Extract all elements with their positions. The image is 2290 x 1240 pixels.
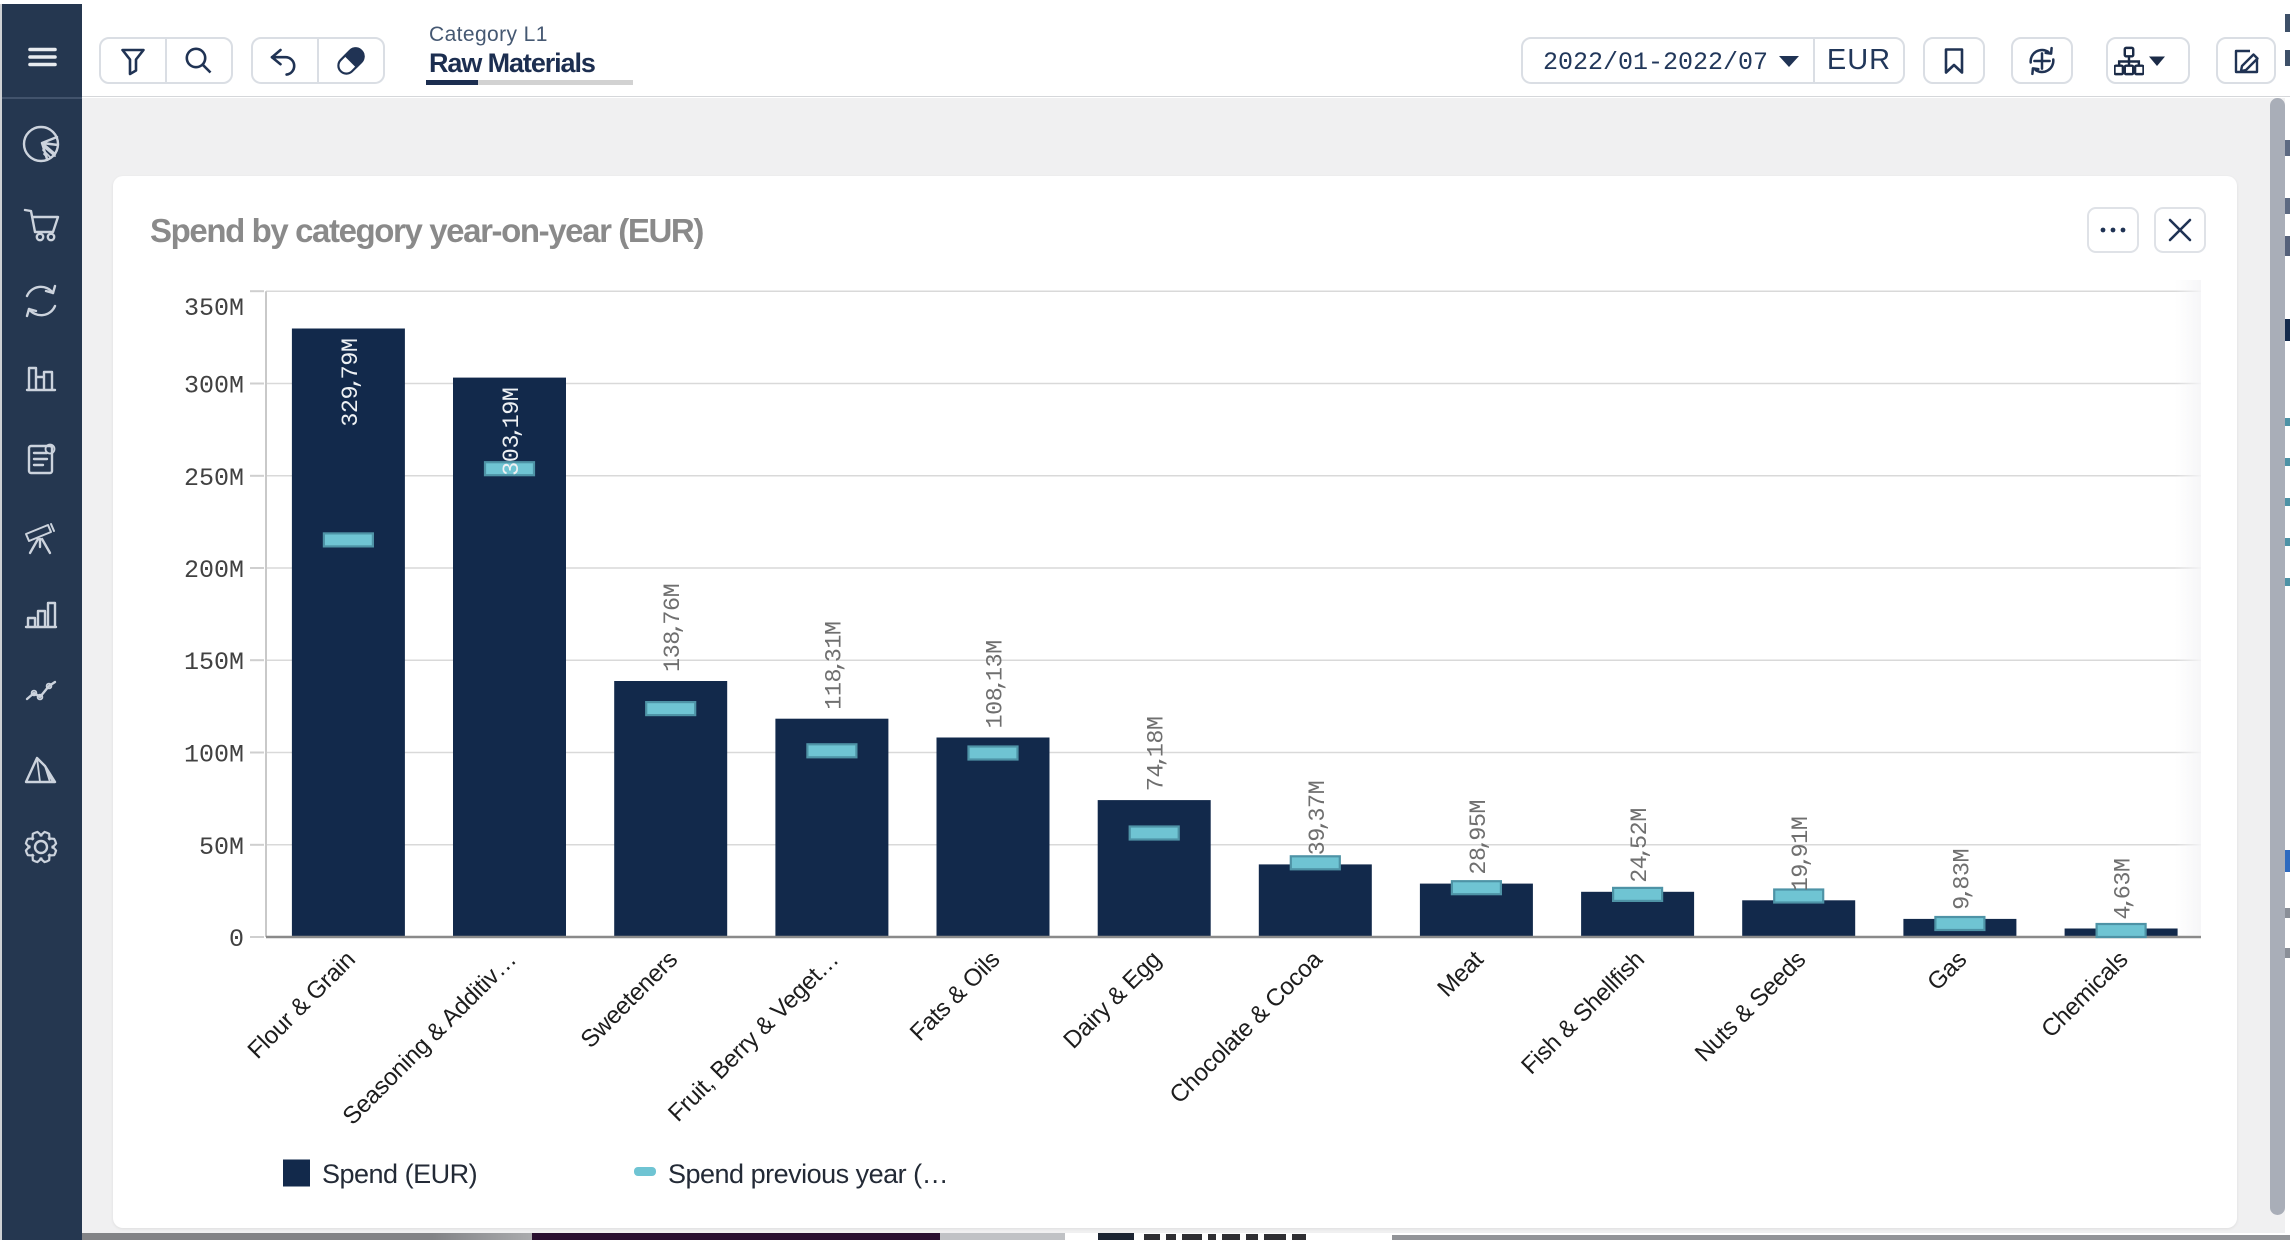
svg-text:74,18M: 74,18M bbox=[1144, 716, 1171, 791]
svg-text:118,31M: 118,31M bbox=[821, 621, 848, 709]
svg-text:4,63M: 4,63M bbox=[2111, 858, 2138, 919]
svg-text:303,19M: 303,19M bbox=[499, 388, 526, 476]
svg-text:19,91M: 19,91M bbox=[1788, 817, 1815, 892]
svg-text:28,95M: 28,95M bbox=[1466, 800, 1493, 875]
svg-text:350M: 350M bbox=[184, 294, 244, 323]
svg-text:Flour & Grain: Flour & Grain bbox=[243, 946, 361, 1064]
svg-text:329,79M: 329,79M bbox=[338, 339, 365, 427]
svg-text:250M: 250M bbox=[184, 464, 244, 493]
svg-text:138,76M: 138,76M bbox=[660, 584, 687, 672]
svg-text:0: 0 bbox=[229, 925, 244, 954]
svg-text:39,37M: 39,37M bbox=[1305, 781, 1332, 856]
svg-text:50M: 50M bbox=[199, 833, 244, 862]
svg-text:24,52M: 24,52M bbox=[1627, 808, 1654, 883]
svg-text:Fish & Shellfish: Fish & Shellfish bbox=[1516, 946, 1650, 1080]
svg-text:Dairy & Egg: Dairy & Egg bbox=[1058, 946, 1166, 1054]
svg-text:Fruit, Berry & Veget…: Fruit, Berry & Veget… bbox=[663, 946, 844, 1127]
svg-text:Spend (EUR): Spend (EUR) bbox=[322, 1159, 477, 1189]
svg-text:300M: 300M bbox=[184, 372, 244, 401]
svg-text:Nuts & Seeds: Nuts & Seeds bbox=[1690, 946, 1811, 1067]
svg-text:Seasoning & Additiv…: Seasoning & Additiv… bbox=[338, 946, 522, 1130]
svg-text:Sweeteners: Sweeteners bbox=[576, 946, 683, 1053]
svg-text:200M: 200M bbox=[184, 556, 244, 585]
svg-text:100M: 100M bbox=[184, 741, 244, 770]
svg-text:Chocolate & Cocoa: Chocolate & Cocoa bbox=[1165, 946, 1328, 1109]
svg-text:9,83M: 9,83M bbox=[1949, 849, 1976, 910]
svg-text:Spend previous year (…: Spend previous year (… bbox=[668, 1159, 948, 1189]
svg-text:Gas: Gas bbox=[1922, 946, 1972, 996]
svg-text:108,13M: 108,13M bbox=[983, 640, 1010, 728]
svg-text:Meat: Meat bbox=[1432, 946, 1489, 1003]
svg-text:Fats & Oils: Fats & Oils bbox=[905, 946, 1006, 1047]
svg-text:150M: 150M bbox=[184, 648, 244, 677]
svg-text:Chemicals: Chemicals bbox=[2036, 946, 2133, 1043]
